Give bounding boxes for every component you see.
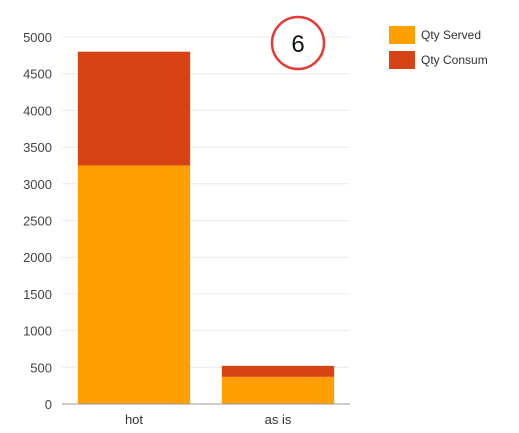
legend-label: Qty Consum [421, 53, 488, 67]
y-tick-label: 2000 [23, 250, 52, 265]
y-tick-label: 1500 [23, 287, 52, 302]
y-tick-label: 1000 [23, 324, 52, 339]
y-axis-tick-labels: 0 500 1000 1500 2000 2500 3000 3500 4000 4500 5000 [23, 30, 52, 412]
annotation-badge: 6 [270, 15, 326, 71]
x-tick-label: as is [265, 412, 292, 427]
y-tick-label: 2500 [23, 214, 52, 229]
annotation-circle [270, 15, 326, 71]
bar-qty-served-hot [77, 165, 191, 404]
legend: Qty Served Qty Consum [389, 26, 488, 69]
y-tick-label: 3000 [23, 177, 52, 192]
bars [77, 51, 335, 404]
legend-swatch [389, 51, 415, 69]
legend-label: Qty Served [421, 28, 481, 42]
y-tick-label: 0 [45, 397, 52, 412]
x-axis-tick-labels: hot as is [125, 412, 292, 427]
y-tick-label: 4500 [23, 67, 52, 82]
y-tick-label: 4000 [23, 103, 52, 118]
y-tick-label: 3500 [23, 140, 52, 155]
y-tick-label: 5000 [23, 30, 52, 45]
legend-swatch [389, 26, 415, 44]
x-tick-label: hot [125, 412, 143, 427]
y-tick-label: 500 [30, 360, 52, 375]
bar-qty-served-as-is [221, 376, 335, 404]
annotation-number: 6 [291, 31, 304, 58]
bar-qty-consum-as-is [221, 365, 335, 377]
bar-qty-consum-hot [77, 51, 191, 166]
